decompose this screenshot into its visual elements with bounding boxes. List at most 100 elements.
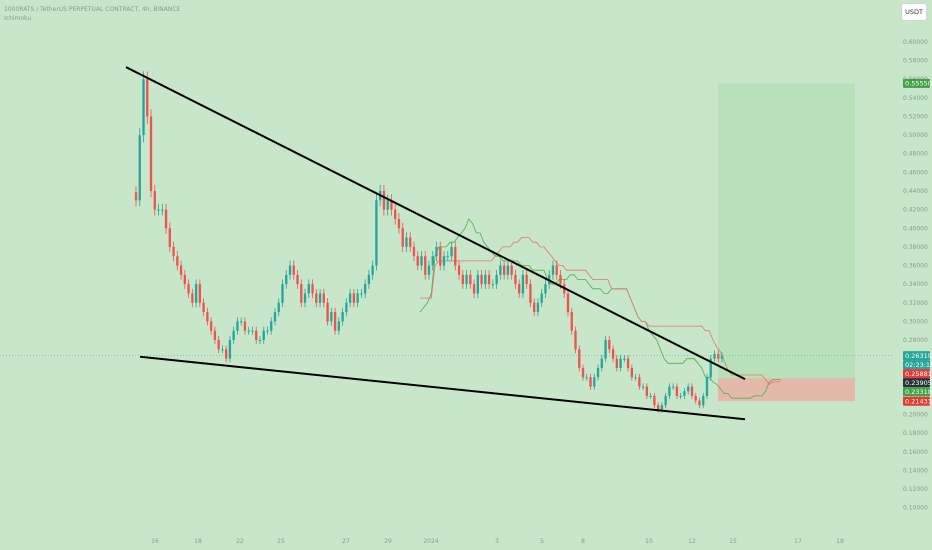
candle-body	[161, 209, 164, 211]
candle-body	[198, 284, 202, 303]
candle-body	[472, 284, 476, 294]
candle-body	[285, 274, 288, 285]
y-tick-label: 0.36000	[903, 263, 928, 270]
candle-body	[352, 293, 356, 303]
candle-body	[236, 321, 239, 331]
candle-body	[146, 79, 149, 117]
x-tick-label: 2024	[423, 538, 438, 545]
candle-body	[333, 312, 337, 331]
price-label: 0.21431	[905, 398, 932, 406]
x-tick-label: 3	[495, 538, 499, 545]
candle-body	[251, 330, 254, 332]
candle-body	[390, 200, 393, 210]
candle-body	[266, 330, 269, 332]
candle-body	[596, 367, 600, 378]
candle-body	[315, 293, 318, 303]
candle-body	[187, 284, 190, 294]
cloud-span-b	[420, 237, 781, 385]
candle-body	[356, 293, 359, 303]
candle-body	[514, 274, 517, 285]
x-tick-label: 5	[540, 538, 544, 545]
candle-body	[469, 274, 472, 285]
candle-body	[179, 265, 183, 275]
candle-body	[694, 395, 697, 401]
candle-body	[480, 274, 483, 285]
cloud-span-a	[419, 218, 781, 399]
y-tick-label: 0.42000	[903, 207, 928, 214]
candle-body	[502, 265, 506, 275]
y-tick-label: 0.46000	[903, 169, 928, 176]
candle-body	[409, 237, 412, 247]
y-tick-label: 0.58000	[903, 58, 928, 65]
y-tick-label: 0.50000	[903, 132, 928, 139]
candle-body	[585, 377, 588, 379]
candle-body	[593, 377, 596, 387]
candle-body	[630, 367, 634, 378]
candle-body	[183, 274, 186, 285]
price-label: 0.25881	[905, 370, 932, 378]
candle-body	[529, 284, 532, 303]
candle-body	[454, 246, 457, 266]
candle-body	[439, 246, 442, 266]
candle-body	[270, 321, 273, 331]
candle-body	[424, 256, 427, 275]
symbol-title: 1000RATS / TetherUS PERPETUAL CONTRACT, …	[4, 6, 181, 13]
candle-body	[416, 256, 419, 266]
y-tick-label: 0.18000	[903, 430, 928, 437]
price-label: 0.26319	[905, 352, 932, 360]
candle-body	[634, 377, 637, 379]
currency-button[interactable]: USDT	[901, 3, 927, 21]
candle-body	[687, 386, 690, 392]
candle-body	[540, 293, 543, 303]
candle-body	[149, 116, 153, 191]
candle-body	[615, 358, 618, 368]
target-zone	[718, 83, 855, 379]
candle-body	[626, 358, 630, 368]
candle-body	[604, 340, 607, 359]
candle-body	[465, 274, 468, 285]
candle-body	[698, 400, 701, 406]
candle-body	[589, 377, 592, 387]
candle-body	[206, 312, 209, 322]
price-label-bg	[903, 78, 930, 88]
candle-body	[653, 395, 656, 406]
candle-body	[138, 135, 141, 201]
x-tick-label: 22	[236, 538, 244, 545]
candle-body	[296, 274, 299, 285]
candle-body	[228, 340, 232, 359]
candle-body	[675, 386, 679, 396]
candle-body	[255, 330, 258, 341]
candle-body	[521, 274, 525, 294]
candle-body	[176, 256, 179, 266]
candle-body	[450, 246, 453, 257]
x-tick-label: 18	[194, 538, 202, 545]
resistance-trendline	[125, 66, 746, 381]
y-tick-label: 0.32000	[903, 300, 928, 307]
candle-body	[491, 284, 495, 286]
candle-body	[679, 395, 682, 397]
candle-body	[660, 405, 664, 410]
x-tick-label: 27	[342, 538, 350, 545]
candle-body	[134, 192, 138, 201]
candle-body	[367, 274, 371, 285]
x-tick-label: 17	[794, 538, 802, 545]
candle-body	[300, 284, 303, 303]
y-tick-label: 0.38000	[903, 244, 928, 251]
y-tick-label: 0.40000	[903, 225, 928, 232]
indicator-label[interactable]: Ichimoku	[4, 15, 32, 22]
candle-body	[397, 218, 401, 229]
candle-body	[641, 386, 645, 388]
chart-header: 1000RATS / TetherUS PERPETUAL CONTRACT, …	[4, 5, 180, 23]
candle-body	[209, 321, 213, 331]
price-label-bg	[903, 378, 930, 388]
candle-body	[672, 386, 675, 388]
candle-body	[288, 265, 292, 275]
candle-body	[656, 405, 660, 410]
candle-body	[172, 246, 175, 257]
price-label-bg	[903, 369, 930, 379]
candle-body	[600, 358, 603, 368]
candle-body	[341, 312, 344, 322]
x-tick-label: 10	[645, 538, 653, 545]
candle-body	[142, 79, 145, 136]
